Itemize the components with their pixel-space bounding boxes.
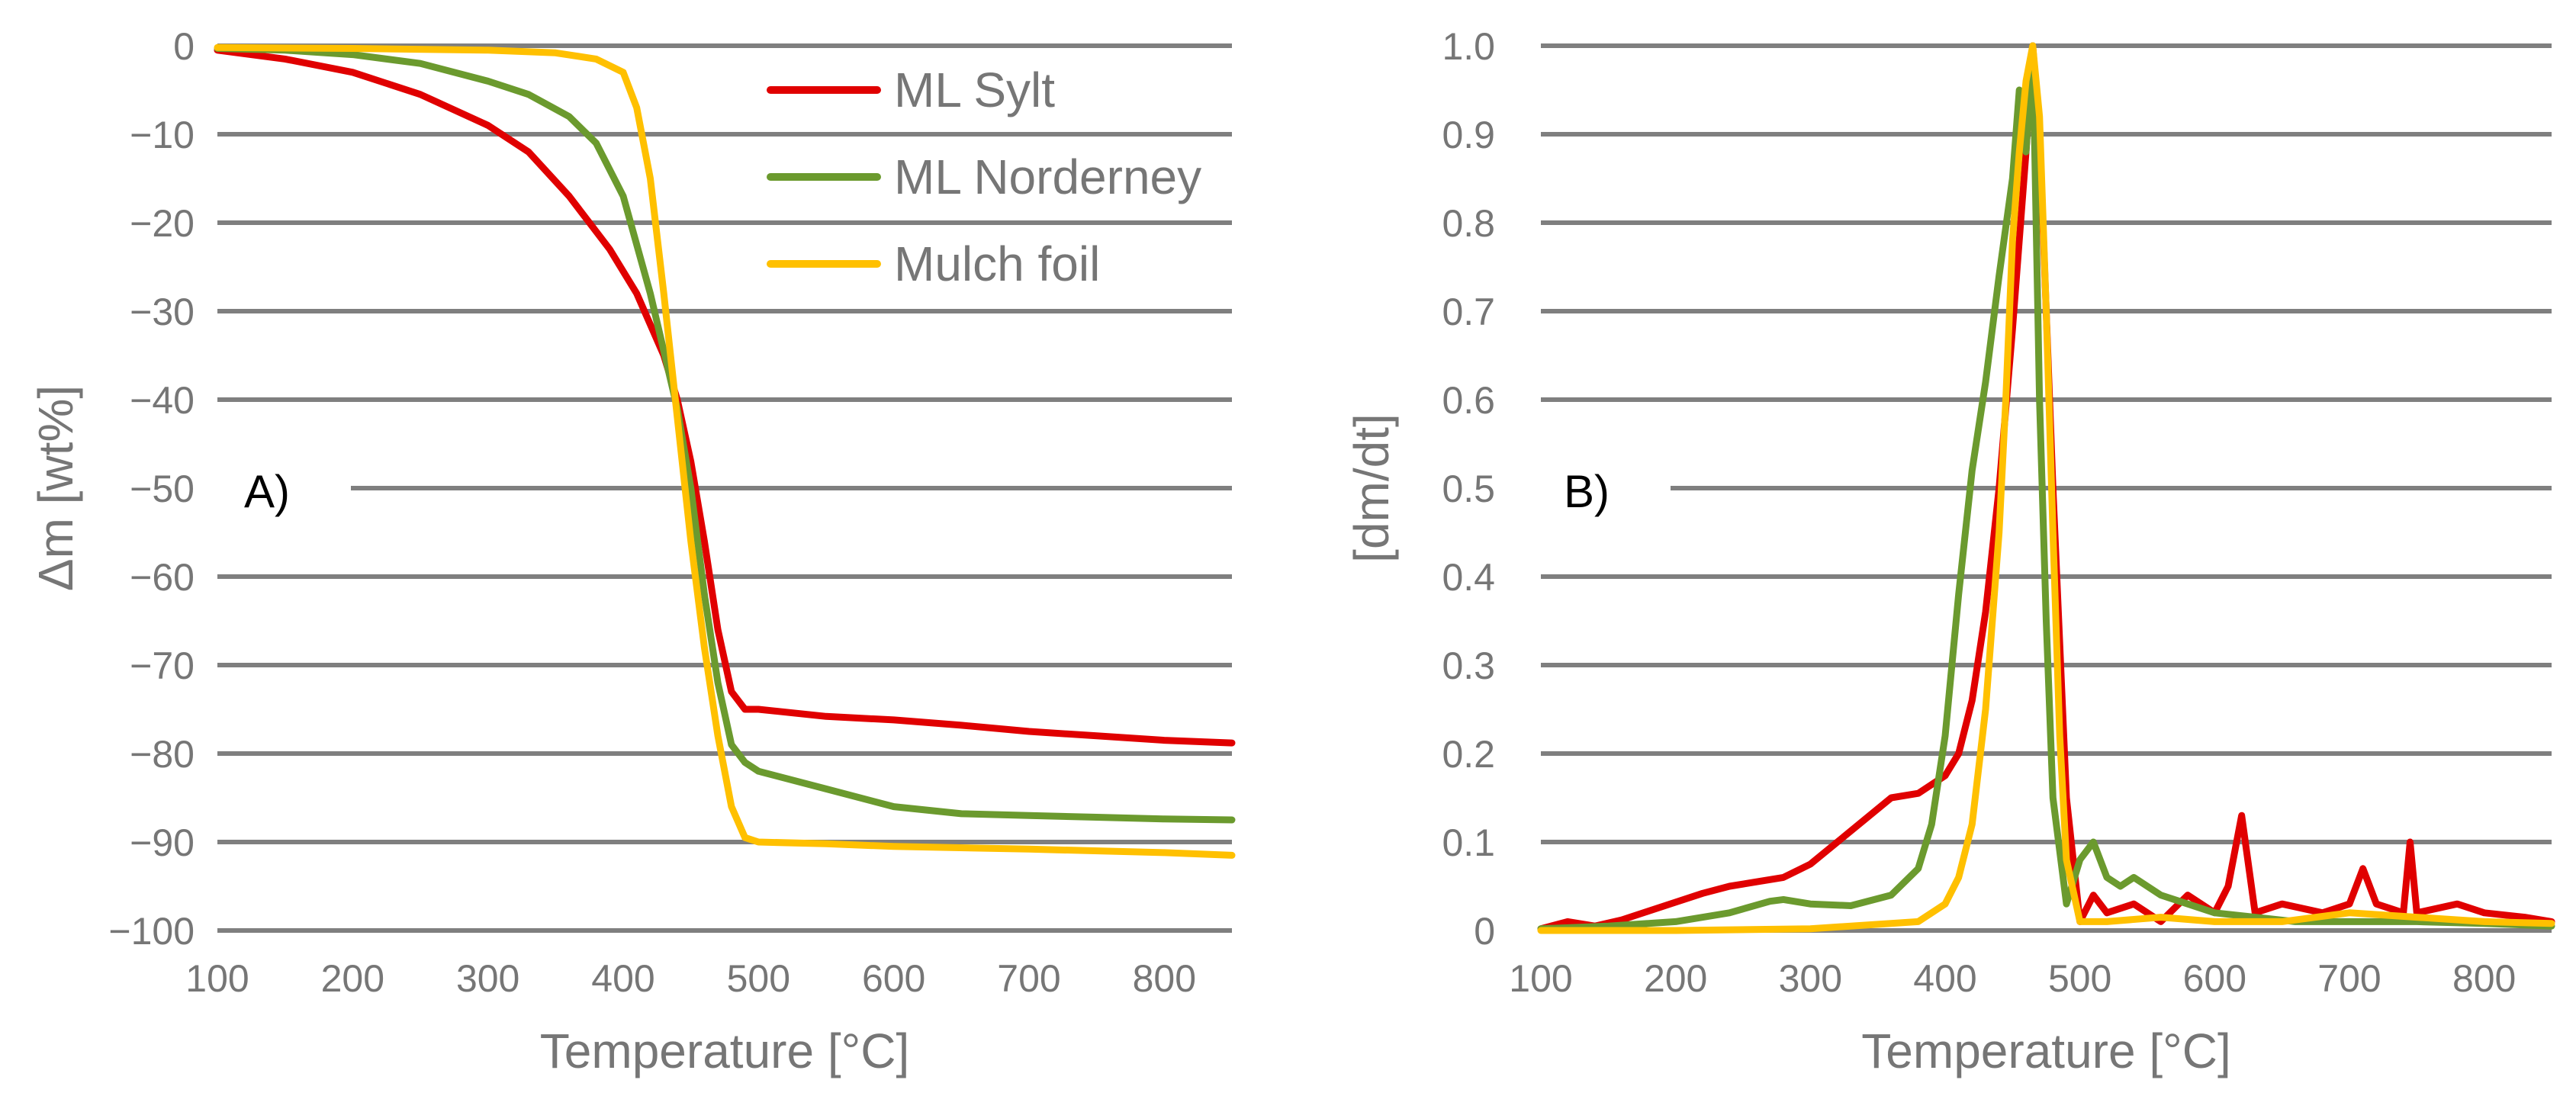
x-tick-label: 100: [185, 957, 249, 1000]
y-tick-label: −60: [130, 556, 195, 599]
y-tick-label: −80: [130, 733, 195, 776]
y-tick-label: 0.4: [1442, 556, 1495, 599]
series-line-ml-norderney: [214, 45, 1236, 824]
y-tick-label: −20: [130, 202, 195, 245]
y-tick-label: 0: [173, 25, 195, 68]
y-tick-label: 0: [1474, 910, 1495, 953]
x-tick-label: 500: [727, 957, 790, 1000]
x-tick-label: 500: [2048, 957, 2111, 1000]
y-tick-label: −90: [130, 821, 195, 864]
y-tick-label: −100: [108, 910, 195, 953]
y-axis-title: Δm [wt%]: [28, 385, 83, 591]
panel-b: 0 0.1 0.2 0.3 0.4 0.5 0.6 0.7 0.8 0.9 1.0 100 200 300…: [1344, 25, 2555, 1078]
y-tick-label: −30: [130, 291, 195, 333]
y-tick-label: 0.7: [1442, 291, 1495, 333]
y-axis-title: [dm/dt]: [1344, 413, 1399, 563]
panel-label: B): [1564, 466, 1610, 517]
y-tick-label: −10: [130, 114, 195, 156]
x-tick-label: 800: [2452, 957, 2516, 1000]
legend-label: ML Norderney: [894, 149, 1201, 204]
x-axis-title: Temperature [°C]: [540, 1024, 909, 1078]
y-tick-label: 0.3: [1442, 644, 1495, 687]
legend-label: Mulch foil: [894, 236, 1100, 291]
x-tick-label: 300: [456, 957, 519, 1000]
y-tick-label: 0.6: [1442, 379, 1495, 422]
x-tick-label: 600: [2183, 957, 2246, 1000]
x-tick-label: 800: [1133, 957, 1196, 1000]
y-tick-label: 0.2: [1442, 733, 1495, 776]
series-line-ml-sylt: [214, 47, 1236, 747]
x-axis-title: Temperature [°C]: [1861, 1024, 2230, 1078]
x-tick-label: 400: [591, 957, 654, 1000]
x-tick-label: 400: [1913, 957, 1976, 1000]
x-tick-label: 200: [321, 957, 384, 1000]
x-tick-label: 600: [862, 957, 925, 1000]
series-line-mulch-foil: [1537, 42, 2555, 934]
series-line-mulch-foil: [214, 43, 1236, 859]
panel-label: A): [244, 466, 290, 517]
y-tick-label: 0.9: [1442, 114, 1495, 156]
x-tick-label: 200: [1644, 957, 1707, 1000]
y-tick-label: −70: [130, 644, 195, 687]
x-tick-label: 300: [1779, 957, 1842, 1000]
y-tick-label: −40: [130, 379, 195, 422]
x-tick-label: 700: [997, 957, 1060, 1000]
legend-label: ML Sylt: [894, 63, 1055, 117]
y-tick-label: −50: [130, 468, 195, 510]
x-tick-label: 700: [2317, 957, 2381, 1000]
y-tick-label: 0.8: [1442, 202, 1495, 245]
y-tick-label: 1.0: [1442, 25, 1495, 68]
x-tick-label: 100: [1509, 957, 1572, 1000]
y-tick-label: 0.5: [1442, 468, 1495, 510]
y-tick-label: 0.1: [1442, 821, 1495, 864]
series-line-ml-norderney: [1537, 42, 2555, 933]
